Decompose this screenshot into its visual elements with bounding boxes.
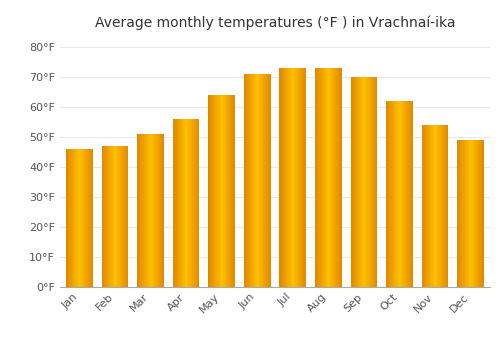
Title: Average monthly temperatures (°F ) in Vrachnaí-ika: Average monthly temperatures (°F ) in Vr… — [95, 15, 455, 30]
